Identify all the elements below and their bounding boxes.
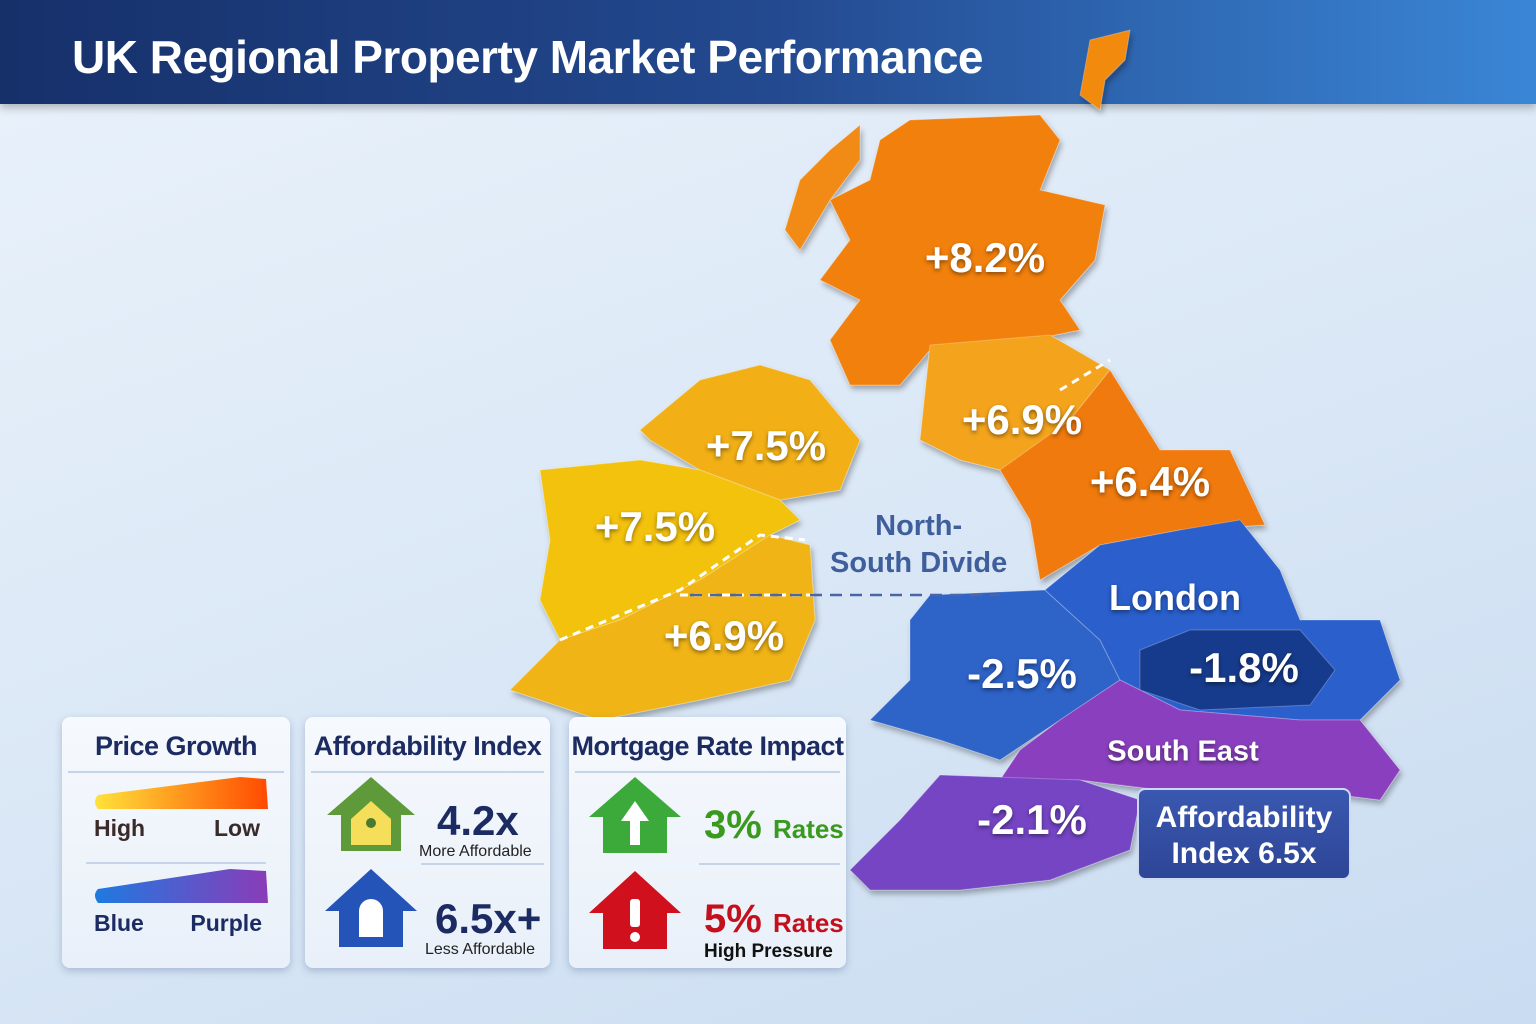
label-midlands: -2.5% xyxy=(967,650,1077,697)
label-south-west: -2.1% xyxy=(977,796,1087,843)
region-london xyxy=(1139,629,1336,711)
label-north-england: +6.9% xyxy=(961,396,1083,443)
affordability-callout: Affordability Index 6.5x xyxy=(1137,788,1351,880)
mortgage-3-percent: 3% Rates xyxy=(704,803,844,847)
label-scotland: +8.2% xyxy=(924,234,1046,281)
cool-gradient-scale xyxy=(95,869,268,903)
panel-title: Mortgage Rate Impact xyxy=(571,731,844,761)
region-scotland-islands xyxy=(784,123,861,251)
region-south-west xyxy=(849,774,1141,891)
region-ireland-south xyxy=(509,534,816,721)
label-london: London xyxy=(1109,577,1241,618)
label-ireland-south: +6.9% xyxy=(663,612,785,659)
label-north-east: +6.4% xyxy=(1089,458,1211,505)
region-shetland xyxy=(1079,29,1131,111)
north-south-divide-label: North- South Divide xyxy=(830,510,1008,579)
label-south-east: South East xyxy=(1107,735,1259,768)
panel-title: Affordability Index xyxy=(313,731,542,761)
house-up-arrow-icon xyxy=(589,777,681,853)
page-title: UK Regional Property Market Performance xyxy=(72,31,984,83)
panel-title: Price Growth xyxy=(94,731,258,761)
label-london-value: -1.8% xyxy=(1189,644,1299,691)
mortgage-panel: Mortgage Rate Impact 3% Rates 5% Rates H… xyxy=(569,717,846,968)
green-house-icon xyxy=(327,777,415,851)
house-alert-icon xyxy=(589,871,681,949)
warm-gradient-scale xyxy=(95,777,268,809)
header: UK Regional Property Market Performance xyxy=(0,0,1536,104)
region-northern-ireland xyxy=(639,364,861,501)
affordability-panel: Affordability Index 4.2x More Affordable… xyxy=(305,717,550,968)
price-growth-panel: Price Growth High Low Blue Purple xyxy=(62,717,290,968)
blue-house-lock-icon xyxy=(325,869,417,947)
label-northern-ireland: +7.5% xyxy=(705,422,827,469)
label-ireland-west: +7.5% xyxy=(594,503,716,550)
mortgage-5-percent: 5% Rates xyxy=(704,897,844,941)
